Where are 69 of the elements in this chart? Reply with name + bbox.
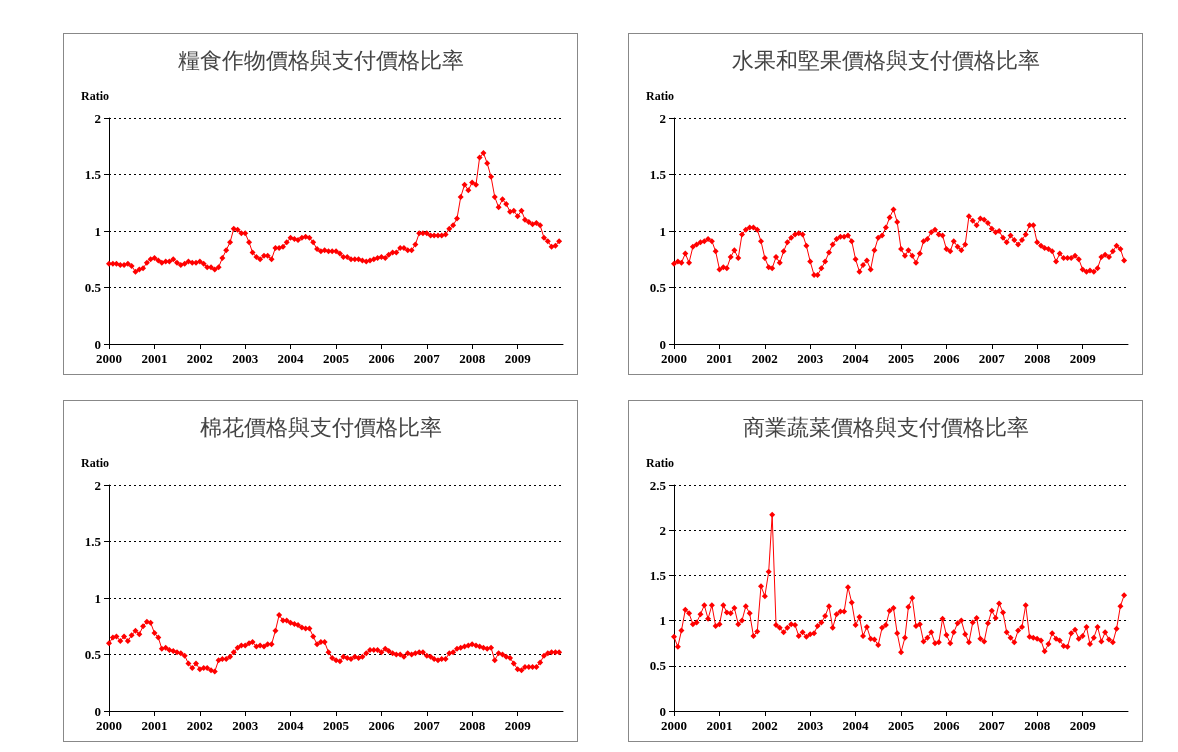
y-tick-label: 2.5 xyxy=(649,477,667,493)
x-tick-label: 2000 xyxy=(661,351,687,366)
chart-title: 水果和堅果價格與支付價格比率 xyxy=(731,47,1040,73)
x-tick-label: 2008 xyxy=(459,718,486,733)
y-tick-label: 2 xyxy=(659,110,666,126)
x-tick-label: 2002 xyxy=(186,351,213,366)
y-tick-label: 0.5 xyxy=(649,280,667,295)
x-tick-label: 2006 xyxy=(933,351,960,366)
x-tick-label: 2004 xyxy=(842,718,870,733)
y-tick-label: 0 xyxy=(94,336,101,352)
y-axis-title: Ratio xyxy=(81,89,109,103)
y-tick-label: 2 xyxy=(659,522,666,538)
x-tick-label: 2001 xyxy=(141,718,168,733)
x-tick-label: 2000 xyxy=(96,718,122,733)
y-tick-label: 1.5 xyxy=(84,167,102,182)
y-tick-label: 1.5 xyxy=(84,534,102,549)
x-tick-label: 2008 xyxy=(459,351,486,366)
x-tick-label: 2008 xyxy=(1024,351,1051,366)
x-tick-label: 2003 xyxy=(797,718,824,733)
x-tick-label: 2008 xyxy=(1024,718,1051,733)
y-tick-label: 0.5 xyxy=(649,658,667,674)
x-tick-label: 2000 xyxy=(96,351,122,366)
x-tick-label: 2005 xyxy=(888,718,915,733)
x-tick-label: 2009 xyxy=(504,351,532,366)
x-tick-label: 2007 xyxy=(413,351,441,366)
x-tick-label: 2006 xyxy=(933,718,960,733)
x-tick-label: 2005 xyxy=(888,351,915,366)
x-tick-label: 2002 xyxy=(751,351,778,366)
x-tick-label: 2003 xyxy=(232,718,259,733)
y-tick-label: 1 xyxy=(659,613,666,629)
x-tick-label: 2003 xyxy=(797,351,824,366)
x-tick-label: 2002 xyxy=(751,718,778,733)
chart-title: 糧食作物價格與支付價格比率 xyxy=(177,47,464,73)
y-tick-label: 2 xyxy=(94,110,101,126)
y-tick-label: 1 xyxy=(94,590,101,606)
y-axis-title: Ratio xyxy=(646,456,674,470)
x-tick-label: 2007 xyxy=(978,351,1006,366)
y-tick-label: 1.5 xyxy=(649,167,667,182)
x-tick-label: 2004 xyxy=(842,351,870,366)
y-tick-label: 0 xyxy=(659,336,666,352)
x-tick-label: 2007 xyxy=(978,718,1006,733)
y-tick-label: 1.5 xyxy=(649,567,667,583)
x-tick-label: 2004 xyxy=(277,351,305,366)
x-tick-label: 2001 xyxy=(141,351,168,366)
x-tick-label: 2007 xyxy=(413,718,441,733)
x-tick-label: 2009 xyxy=(1069,718,1097,733)
y-tick-label: 1 xyxy=(94,223,101,239)
x-tick-label: 2005 xyxy=(323,351,350,366)
x-tick-label: 2005 xyxy=(323,718,350,733)
x-tick-label: 2001 xyxy=(706,718,733,733)
x-tick-label: 2009 xyxy=(1069,351,1097,366)
chart-title: 商業蔬菜價格與支付價格比率 xyxy=(742,414,1029,440)
x-tick-label: 2000 xyxy=(661,718,687,733)
x-tick-label: 2003 xyxy=(232,351,259,366)
y-tick-label: 0.5 xyxy=(84,647,102,662)
x-tick-label: 2002 xyxy=(186,718,213,733)
y-tick-label: 0.5 xyxy=(84,280,102,295)
y-tick-label: 0 xyxy=(659,703,666,719)
y-axis-title: Ratio xyxy=(81,456,109,470)
y-tick-label: 0 xyxy=(94,703,101,719)
y-tick-label: 2 xyxy=(94,477,101,493)
y-axis-title: Ratio xyxy=(646,89,674,103)
x-tick-label: 2009 xyxy=(504,718,532,733)
x-tick-label: 2004 xyxy=(277,718,305,733)
y-tick-label: 1 xyxy=(659,223,666,239)
x-tick-label: 2006 xyxy=(368,718,395,733)
x-tick-label: 2001 xyxy=(706,351,733,366)
x-tick-label: 2006 xyxy=(368,351,395,366)
chart-title: 棉花價格與支付價格比率 xyxy=(199,414,442,440)
